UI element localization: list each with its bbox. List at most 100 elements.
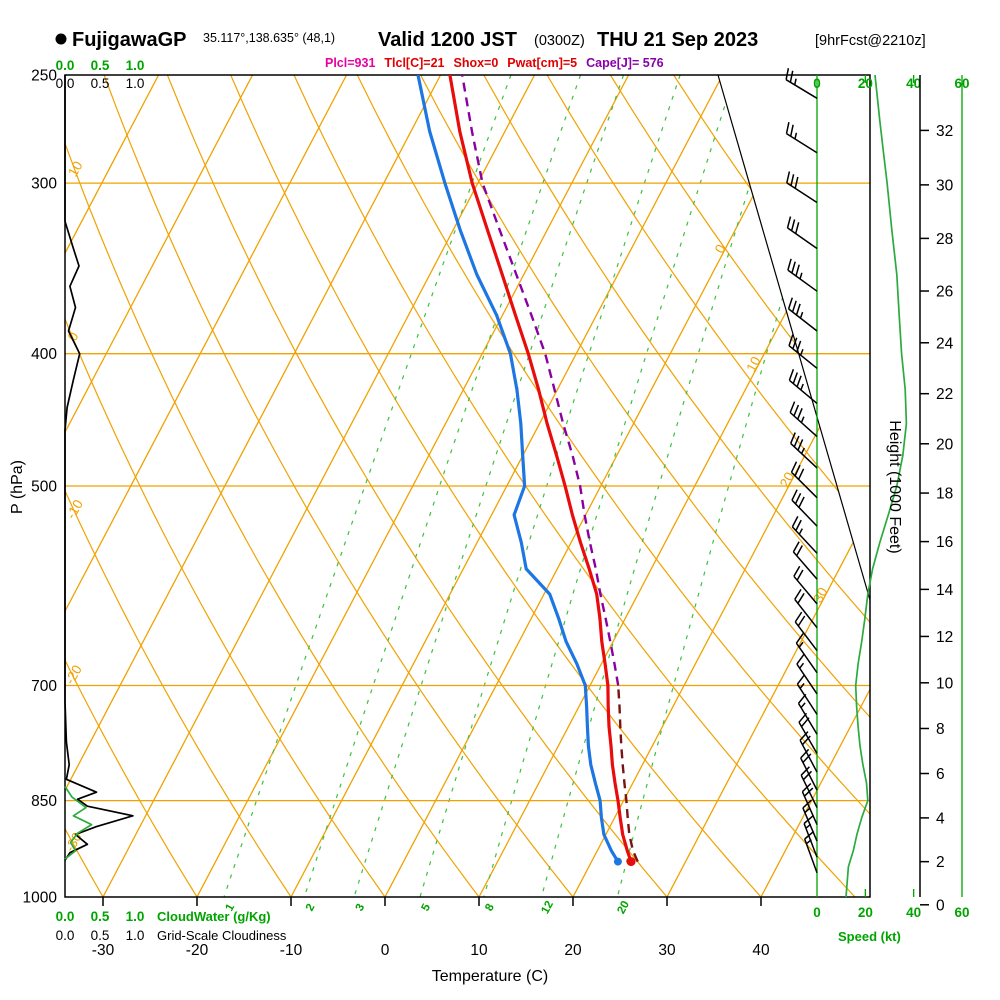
sounding-profiles (416, 75, 639, 867)
speed-tick-label: 0 (813, 76, 821, 91)
temperature-curve (448, 75, 633, 863)
dry-adiabat-line (65, 75, 480, 897)
mixing-ratio-line (616, 75, 849, 897)
speed-tick-label: 0 (813, 905, 821, 920)
parcel-curve-upper (461, 75, 620, 686)
dry-adiabat-line (356, 75, 870, 897)
wind-barb (794, 611, 818, 652)
dewpoint-curve (416, 75, 620, 863)
height-tick-label: 12 (936, 629, 953, 646)
dry-adiabat-label: -10 (63, 497, 86, 521)
height-tick-label: 22 (936, 386, 953, 403)
wind-barb (785, 122, 818, 154)
wind-barb (791, 489, 818, 527)
wind-barb (792, 541, 818, 580)
sounding-parameter: Tlcl[C]=21 (384, 56, 444, 70)
wind-barb (795, 633, 818, 674)
dry-adiabat-line (65, 75, 292, 897)
dry-adiabat-line (293, 75, 856, 897)
forecast-lead: [9hrFcst@2210z] (815, 33, 926, 49)
dry-adiabat-line (609, 75, 870, 897)
wind-barb (787, 258, 818, 292)
isobar-grid (65, 182, 870, 802)
pressure-tick-label: 500 (31, 479, 57, 496)
dry-adiabat-label: 10 (65, 159, 86, 180)
sounding-parameter: Plcl=931 (325, 56, 375, 70)
isotherm-line (760, 75, 870, 897)
dry-adiabat-line (546, 75, 870, 897)
mixing-ratio-label: 3 (354, 902, 368, 913)
wind-speed-curve (845, 74, 908, 898)
height-tick-label: 0 (936, 897, 945, 914)
mixing-ratio-line (223, 75, 512, 897)
temp-tick-label: -10 (280, 942, 303, 959)
cloudiness-scale-label: 0.5 (91, 928, 110, 943)
mixing-ratio-label: 1 (224, 901, 238, 913)
pressure-tick-label: 400 (31, 346, 57, 363)
speed-tick-label: 60 (954, 905, 969, 920)
wind-barb (788, 369, 818, 404)
isotherm-label: 30 (810, 585, 830, 605)
mixing-ratio-label: 2 (304, 902, 318, 913)
wind-barb (786, 171, 818, 204)
dry-adiabat-line (863, 75, 870, 897)
height-tick-label: 26 (936, 284, 953, 301)
temp-tick-label: -30 (92, 942, 115, 959)
height-tick-label: 32 (936, 123, 953, 140)
surface-temperature-dot (626, 857, 636, 867)
temp-tick-label: 30 (658, 942, 676, 959)
parcel-curve-lower (617, 685, 639, 863)
cloudiness-axis-label: Grid-Scale Cloudiness (157, 928, 287, 943)
wind-barb (794, 589, 818, 629)
valid-utc: (0300Z) (534, 33, 585, 49)
pressure-tick-label: 300 (31, 176, 57, 193)
isotherm-line (666, 75, 870, 897)
temp-axis-label: Temperature (C) (432, 968, 548, 985)
isotherm-label: 20 (777, 470, 797, 490)
dry-adiabat-line (230, 75, 762, 897)
cloudiness-scale-label: 0.0 (56, 76, 75, 91)
mixing-ratio-line (353, 75, 625, 897)
valid-date: THU 21 Sep 2023 (597, 29, 758, 51)
height-tick-label: 14 (936, 582, 954, 599)
cloudwater-scale-label: 0.5 (91, 58, 110, 73)
pressure-tick-label: 250 (31, 68, 57, 85)
mixing-ratio-label: 8 (483, 901, 497, 913)
isotherm-line (65, 75, 160, 897)
cloudiness-curve (64, 75, 134, 861)
mixing-ratio-label: 5 (420, 901, 434, 913)
speed-tick-label: 40 (906, 76, 921, 91)
speed-tick-label: 40 (906, 905, 921, 920)
cloudwater-scale-label: 0.5 (91, 909, 110, 924)
isotherm-line (65, 75, 254, 897)
wind-barb (799, 731, 818, 773)
height-tick-label: 10 (936, 675, 954, 692)
isotherm-label: 0 (712, 242, 729, 256)
mixing-ratio-label: 20 (615, 899, 632, 916)
cloudiness-scale-label: 0.0 (56, 928, 75, 943)
dry-adiabat-line (0, 75, 9, 897)
sounding-parameters: Plcl=931 Tlcl[C]=21 Shox=0 Pwat[cm]=5 Cape[J… (325, 56, 664, 70)
sounding-parameter: Shox=0 (453, 56, 498, 70)
cloudwater-axis-label: CloudWater (g/Kg) (157, 909, 271, 924)
wind-barb (800, 766, 818, 808)
dry-adiabat-line (103, 75, 574, 897)
height-tick-label: 2 (936, 854, 945, 871)
dry-adiabat-line (65, 75, 386, 897)
cloudiness-scale-label: 0.5 (91, 76, 110, 91)
speed-axis-label: Speed (kt) (838, 929, 901, 944)
clip-boundary-line (717, 74, 871, 601)
temp-tick-label: 20 (564, 942, 582, 959)
cloudiness-scale-label: 1.0 (126, 928, 145, 943)
temp-tick-label: 10 (470, 942, 488, 959)
station-coords: 35.117°,138.635° (48,1) (203, 31, 335, 45)
valid-time: Valid 1200 JST (378, 29, 517, 51)
dry-adiabat-line (483, 75, 870, 897)
wind-barb (793, 565, 818, 605)
cloud-curves (64, 75, 134, 861)
wind-barb (786, 216, 818, 250)
height-tick-label: 28 (936, 231, 953, 248)
